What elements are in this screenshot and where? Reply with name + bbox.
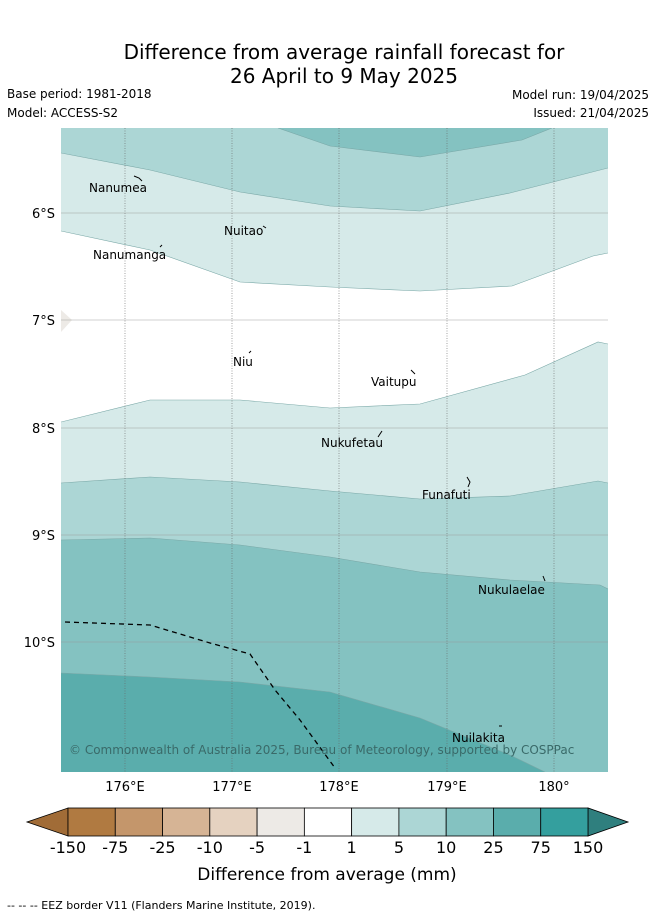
colorbar-swatch [540,807,589,837]
label-nuilakita: Nuilakita [452,731,505,745]
colorbar-swatch [114,807,163,837]
island-niu [248,350,252,354]
colorbar-title: Difference from average (mm) [197,865,456,885]
colorbar-tick-label: 75 [531,838,551,857]
island-funafuti [466,476,471,488]
lon-tick-177e: 177°E [212,780,252,795]
lat-tick-6s: 6°S [32,207,55,222]
lon-axis: 176°E 177°E 178°E 179°E 180° [105,780,569,795]
colorbar-tick-label: 1 [347,838,357,857]
colorbar-tick-label: -75 [102,838,128,857]
colorbar-tick-label: -10 [197,838,223,857]
lon-tick-176e: 176°E [105,780,145,795]
lat-tick-8s: 8°S [32,422,55,437]
issued-date: Issued: 21/04/2025 [533,106,649,120]
colorbar-tick-label: 10 [436,838,456,857]
island-nanumea [133,175,143,182]
lon-tick-178e: 178°E [319,780,359,795]
eez-border [64,621,336,769]
gridlines [61,128,608,772]
colorbar-swatch [303,807,353,837]
label-niu: Niu [233,355,253,369]
lon-tick-179e: 179°E [427,780,467,795]
colorbar-swatch [209,807,258,837]
band-lower-25-75 [61,673,545,772]
title-line-1: Difference from average rainfall forecas… [123,40,565,64]
colorbar-tick-label: -150 [50,838,86,857]
colorbar-swatch [445,807,494,837]
contour-lines [61,128,608,772]
title-line-2: 26 April to 9 May 2025 [230,64,458,88]
contour-bands [61,128,608,772]
colorbar-extend-low [25,807,69,837]
colorbar-tick-label: 150 [573,838,604,857]
colorbar-extend-high [587,807,630,837]
band-top-10-25 [278,128,552,157]
label-funafuti: Funafuti [422,488,471,502]
colorbar-tick-label: -25 [149,838,175,857]
island-shapes [133,175,546,727]
base-period: Base period: 1981-2018 [7,87,152,101]
island-nukulaelae [542,575,546,582]
colorbar-tick-label: 25 [483,838,503,857]
colorbar-tick-label: -5 [249,838,265,857]
label-nukulaelae: Nukulaelae [478,583,545,597]
colorbar: -150 -75 -25 -10 -5 -1 1 5 10 25 75 150 Difference … [25,807,630,885]
colorbar-swatch [351,807,400,837]
island-nanumanga [159,244,163,248]
island-nukufetau [377,430,383,438]
band-upper-1-5 [61,153,608,291]
map-title: Difference from average rainfall forecas… [0,40,655,88]
colorbar-swatch [398,807,447,837]
colorbar-swatch [162,807,211,837]
copyright-notice: © Commonwealth of Australia 2025, Bureau… [69,743,574,757]
lat-tick-10s: 10°S [24,636,55,651]
label-nuitao: Nuitao [224,224,263,238]
label-nukufetau: Nukufetau [321,436,383,450]
colorbar-swatch [67,807,116,837]
edge-notch [61,310,72,332]
place-labels: Nanumea Nuitao Nanumanga Niu Vaitupu Nuk… [89,181,545,745]
lat-tick-9s: 9°S [32,529,55,544]
lat-axis: 6°S 7°S 8°S 9°S 10°S [24,207,55,651]
label-nanumanga: Nanumanga [93,248,166,262]
colorbar-swatch [493,807,542,837]
model-name: Model: ACCESS-S2 [7,106,119,120]
label-vaitupu: Vaitupu [371,375,417,389]
model-run: Model run: 19/04/2025 [511,88,649,102]
colorbar-tick-label: -1 [296,838,312,857]
island-vaitupu [410,369,416,375]
lat-tick-7s: 7°S [32,314,55,329]
colorbar-tick-label: 5 [394,838,404,857]
lon-tick-180: 180° [538,780,569,795]
island-nuitao [262,225,267,229]
eez-footnote: -- -- -- EEZ border V11 (Flanders Marine… [7,899,316,912]
label-nanumea: Nanumea [89,181,147,195]
colorbar-swatch [256,807,305,837]
